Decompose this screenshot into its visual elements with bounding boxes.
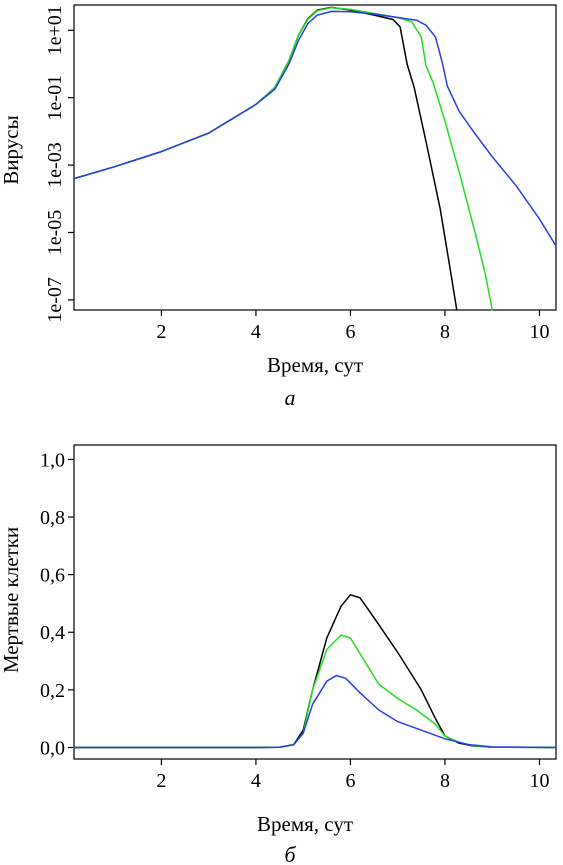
virus-y-axis-title: Вирусы (0, 115, 23, 184)
virus-axis-ticks: 2 4 6 8 10 1e-07 1e-05 1e-03 1e-01 1e+01 (44, 5, 549, 343)
dead-cells-y-tick-label: 1,0 (40, 449, 65, 471)
dead-cells-x-tick-label: 4 (251, 770, 261, 792)
virus-y-tick-label: 1e-05 (44, 210, 66, 256)
dead-cells-y-tick-label: 0,4 (40, 622, 65, 644)
dead-cells-x-tick-label: 10 (529, 770, 549, 792)
virus-y-tick-label: 1e+01 (44, 5, 66, 55)
dead-cells-y-tick-label: 0,2 (40, 680, 65, 702)
dead-cells-y-tick-label: 0,8 (40, 507, 65, 529)
virus-plot-frame (73, 4, 557, 311)
virus-x-tick-label: 10 (529, 321, 549, 343)
virus-x-tick-label: 4 (251, 321, 261, 343)
virus-x-tick-label: 8 (440, 321, 450, 343)
dead-cells-series-green (73, 634, 557, 749)
dead-cells-series-blue (73, 674, 557, 749)
dead-cells-y-axis-title: Мертвые клетки (0, 527, 23, 673)
virus-x-tick-label: 6 (345, 321, 355, 343)
virus-x-tick-label: 2 (156, 321, 166, 343)
dead-cells-axis-ticks: 2 4 6 8 10 0,0 0,2 0,4 0,6 0,8 1,0 (40, 449, 549, 792)
dead-cells-series-group (73, 594, 557, 749)
panel-a-label: a (285, 385, 296, 410)
dead-cells-y-tick-label: 0,0 (40, 737, 65, 759)
dead-cells-x-axis-title: Время, сут (257, 812, 353, 836)
virus-y-tick-label: 1e-07 (44, 277, 66, 323)
dead-cells-plot-frame (73, 444, 557, 760)
dead-cells-x-tick-label: 8 (440, 770, 450, 792)
dead-cells-y-tick-label: 0,6 (40, 565, 65, 587)
dead-cells-chart: 2 4 6 8 10 0,0 0,2 0,4 0,6 0,8 1,0 Время, сут Мерт… (0, 444, 557, 865)
virus-series-black (73, 6, 458, 311)
dead-cells-x-tick-label: 6 (345, 770, 355, 792)
virus-chart: 2 4 6 8 10 1e-07 1e-05 1e-03 1e-01 1e+01 Время, с… (0, 4, 557, 410)
dead-cells-x-tick-label: 2 (156, 770, 166, 792)
virus-series-blue (73, 10, 557, 247)
virus-series-group (73, 6, 557, 311)
dead-cells-series-black (73, 594, 557, 749)
panel-b-label: б (284, 842, 296, 865)
virus-x-axis-title: Время, сут (267, 353, 363, 377)
virus-y-tick-label: 1e-01 (44, 75, 66, 121)
virus-y-tick-label: 1e-03 (44, 142, 66, 188)
